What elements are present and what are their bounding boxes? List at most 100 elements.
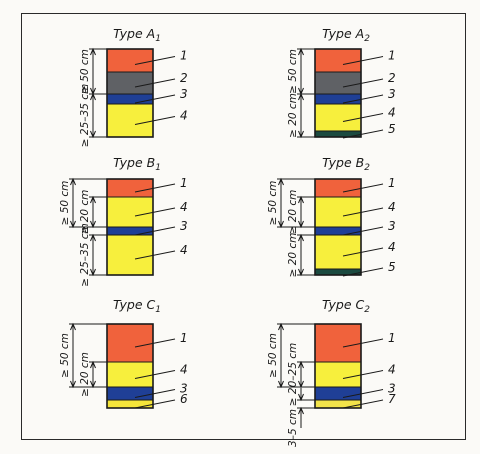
layer-1 [315, 179, 361, 197]
leader-line [342, 399, 384, 409]
layer-number: 2 [180, 71, 188, 85]
layer-4 [107, 104, 153, 137]
dimension-label: ≥ 50 cm [79, 49, 91, 94]
layer-1 [315, 324, 361, 362]
dimension-label: 3–5 cm [287, 409, 299, 447]
layer-3 [315, 94, 361, 104]
leader-line [342, 389, 384, 398]
leader-line [134, 250, 176, 260]
leader-line [134, 389, 176, 398]
layer-number: 3 [180, 87, 188, 101]
layer-number: 4 [388, 363, 396, 377]
dimension-label: ≥ 50 cm [267, 333, 279, 378]
profile-outline [314, 48, 362, 138]
layer-number: 4 [388, 200, 396, 214]
dimension-line: ≥ 20 cm [287, 92, 315, 139]
layer-1 [107, 49, 153, 72]
dimension-line: ≥ 50 cm [59, 322, 107, 389]
profile-outline [314, 323, 362, 409]
layer-5 [315, 131, 361, 137]
layer-1 [107, 179, 153, 197]
leader-line [134, 94, 176, 104]
dimension-label: ≥ 50 cm [287, 49, 299, 94]
panel-b1: Type B1 1 4 3 4 ≥ 50 cm ≥ 20 cm≥ 25–35 cm [59, 155, 188, 287]
layer-3 [315, 227, 361, 235]
layer-1 [107, 324, 153, 362]
layer-number: 1 [388, 49, 396, 63]
leader-line [342, 370, 384, 379]
layer-number: 1 [388, 176, 396, 190]
layer-5 [315, 269, 361, 275]
dimension-label: ≥ 50 cm [59, 333, 71, 378]
leader-line [342, 94, 384, 104]
layer-number: 3 [180, 382, 188, 396]
dimension-line: ≥ 25–35 cm [79, 223, 107, 287]
dimension-line: ≥ 25–35 cm [79, 84, 107, 147]
layer-4 [315, 235, 361, 269]
dimension-line: ≥ 50 cm [267, 322, 315, 389]
leader-line [134, 207, 176, 217]
layer-number: 7 [388, 392, 396, 406]
dimension-label: ≥ 50 cm [59, 181, 71, 226]
leader-line [134, 399, 176, 409]
leader-line [342, 56, 384, 65]
layer-2 [315, 72, 361, 94]
layer-number: 4 [388, 240, 396, 254]
layer-number: 3 [180, 219, 188, 233]
layer-7 [315, 400, 361, 408]
layer-number: 1 [180, 176, 188, 190]
leader-line [342, 183, 384, 193]
dimension-line: ≥ 20 cm [287, 233, 315, 277]
panel-title: Type B2 [322, 155, 370, 173]
dimension-label: ≥ 20 cm [287, 190, 299, 235]
profile-outline [106, 48, 154, 138]
layer-number: 4 [180, 243, 188, 257]
layer-number: 1 [388, 331, 396, 345]
dimension-label: ≥ 50 cm [267, 181, 279, 226]
layer-4 [315, 104, 361, 131]
dimension-label: ≥ 20 cm [79, 352, 91, 397]
leader-line [134, 116, 176, 125]
layer-number: 4 [388, 106, 396, 120]
layer-number: 4 [180, 109, 188, 123]
layer-number: 5 [388, 122, 396, 136]
layer-number: 3 [388, 87, 396, 101]
layer-1 [315, 49, 361, 72]
leader-line [342, 78, 384, 88]
dimension-line: ≥ 20 cm [79, 352, 107, 397]
panel-title: Type A1 [113, 26, 161, 44]
panel-title: Type C2 [322, 297, 370, 315]
layer-6 [107, 400, 153, 408]
panel-title: Type C1 [113, 297, 161, 315]
layer-3 [107, 227, 153, 235]
figure-frame [21, 13, 466, 440]
layer-4 [107, 197, 153, 227]
leader-line [342, 207, 384, 217]
layer-3 [107, 387, 153, 400]
panel-title: Type B1 [113, 155, 161, 173]
dimension-label: ≥ 20–25 cm [287, 343, 299, 406]
panel-a2: Type A2 1 2 3 4 5 ≥ 50 cm≥ 20 cm [287, 26, 396, 139]
panel-c2: Type C2 1 4 37 ≥ 50 cm ≥ 20–25 cm 3–5 cm [267, 297, 396, 447]
layer-number: 3 [388, 382, 396, 396]
layer-number: 4 [180, 363, 188, 377]
leader-line [134, 226, 176, 236]
leader-line [342, 338, 384, 348]
layer-number: 6 [180, 392, 188, 406]
dimension-label: ≥ 20 cm [79, 190, 91, 235]
leader-line [134, 370, 176, 379]
layer-number: 2 [388, 71, 396, 85]
layer-number: 1 [180, 49, 188, 63]
layer-4 [107, 362, 153, 387]
layer-4 [315, 362, 361, 387]
layer-2 [107, 72, 153, 94]
profile-outline [106, 323, 154, 409]
leader-line [134, 56, 176, 65]
dimension-line: ≥ 50 cm [59, 177, 107, 229]
leader-line [342, 247, 384, 257]
dimension-line: ≥ 50 cm [287, 47, 315, 96]
layer-4 [107, 235, 153, 275]
dimension-line: ≥ 50 cm [267, 177, 315, 229]
